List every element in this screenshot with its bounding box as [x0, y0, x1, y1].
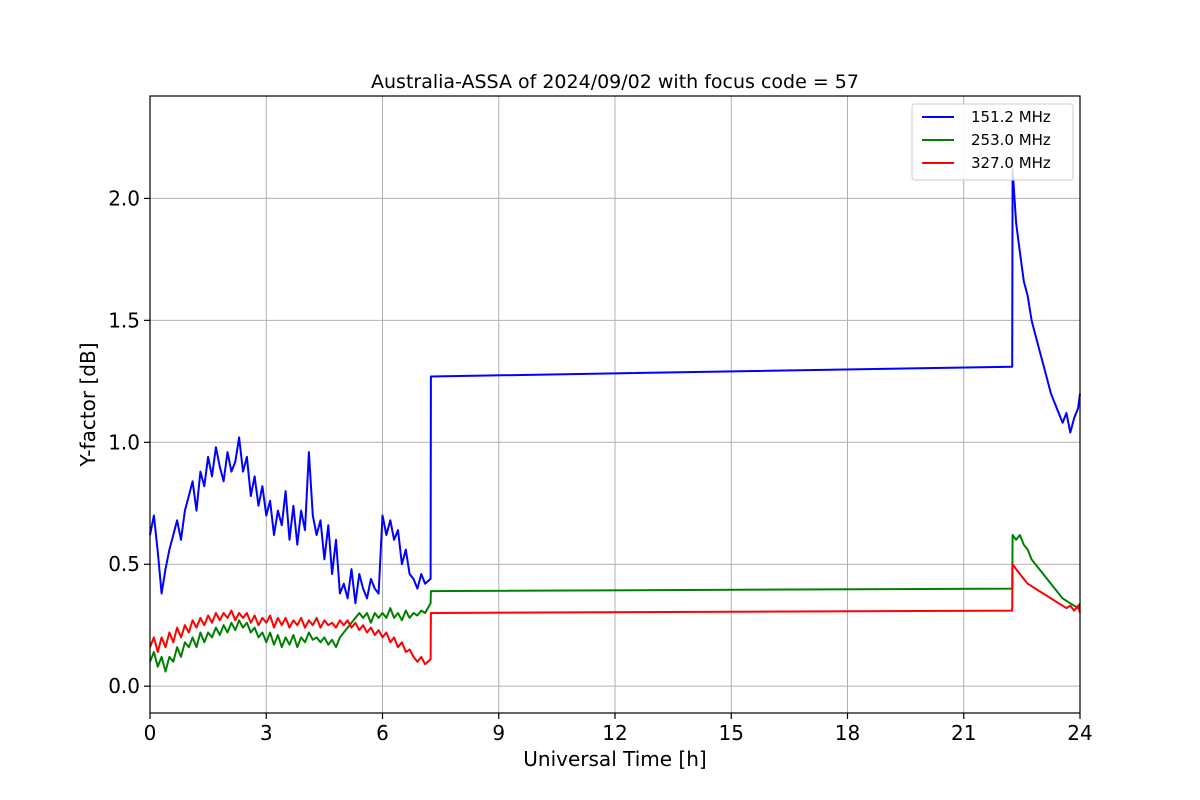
y-tick-label: 0.5 [108, 552, 140, 576]
y-tick-label: 1.0 [108, 430, 140, 454]
y-tick-label: 1.5 [108, 308, 140, 332]
y-tick-label: 0.0 [108, 674, 140, 698]
legend: 151.2 MHz 253.0 MHz 327.0 MHz [911, 103, 1074, 181]
series-line-253mhz [149, 534, 1081, 673]
legend-label-151mhz: 151.2 MHz [971, 108, 1051, 126]
legend-label-253mhz: 253.0 MHz [971, 131, 1051, 149]
x-tick-label: 24 [1067, 721, 1092, 745]
legend-box [911, 103, 1074, 181]
x-axis-label: Universal Time [h] [523, 747, 706, 771]
y-tick-label: 2.0 [108, 186, 140, 210]
x-tick-label: 21 [951, 721, 976, 745]
series-lines [149, 168, 1081, 673]
x-tick-label: 9 [492, 721, 505, 745]
x-tick-label: 3 [260, 721, 273, 745]
axis-ticks: 0 3 6 9 12 15 18 21 24 0.0 0.5 1.0 1.5 2.0 [108, 186, 1093, 745]
legend-label-327mhz: 327.0 MHz [971, 154, 1051, 172]
x-tick-label: 15 [719, 721, 744, 745]
x-tick-label: 0 [144, 721, 157, 745]
x-tick-label: 6 [376, 721, 389, 745]
series-line-327mhz [149, 563, 1081, 666]
series-line-151mhz [149, 168, 1081, 605]
chart-title: Australia-ASSA of 2024/09/02 with focus … [371, 71, 859, 93]
y-axis-label: Y-factor [dB] [76, 342, 100, 467]
x-tick-label: 18 [835, 721, 860, 745]
x-tick-label: 12 [602, 721, 627, 745]
